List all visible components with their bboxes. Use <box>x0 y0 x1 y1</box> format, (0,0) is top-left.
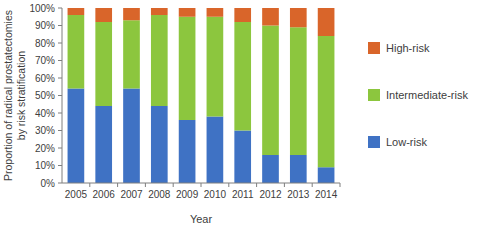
bar-segment <box>234 8 251 22</box>
y-tick <box>58 95 62 96</box>
bar-segment <box>179 120 196 183</box>
bar-segment <box>95 22 112 106</box>
x-tick <box>145 183 146 187</box>
y-tick <box>58 148 62 149</box>
y-axis-title-line: by risk stratification <box>15 51 27 140</box>
y-tick-label: 90% <box>35 20 55 31</box>
bar-segment <box>262 155 279 183</box>
y-tick-label: 30% <box>35 125 55 136</box>
y-tick-label: 50% <box>35 90 55 101</box>
y-axis-line <box>62 8 63 183</box>
y-tick <box>58 43 62 44</box>
bar-segment <box>290 27 307 155</box>
legend-label: Low-risk <box>386 136 427 148</box>
x-tick <box>312 183 313 187</box>
bar-segment <box>123 8 140 20</box>
y-tick <box>58 113 62 114</box>
bar-segment <box>123 89 140 184</box>
legend-swatch <box>368 136 380 148</box>
y-tick <box>58 165 62 166</box>
bar-segment <box>234 131 251 184</box>
y-tick-label: 100% <box>29 3 55 14</box>
bar-segment <box>151 106 168 183</box>
bar-segment <box>68 8 85 15</box>
legend-swatch <box>368 42 380 54</box>
legend-label: Intermediate-risk <box>386 89 468 101</box>
x-tick <box>89 183 90 187</box>
x-tick-label: 2008 <box>148 189 171 200</box>
x-axis: 2005 2006 2007 2008 2009 2010 2011 2012 2013 2014 <box>65 183 340 200</box>
y-tick-label: 70% <box>35 55 55 66</box>
x-tick-label: 2006 <box>93 189 116 200</box>
bar-segment <box>290 155 307 183</box>
bar-segment <box>207 8 224 17</box>
bar-segment <box>179 8 196 17</box>
bar-segment <box>234 22 251 131</box>
y-tick-label: 80% <box>35 38 55 49</box>
y-tick-label: 60% <box>35 73 55 84</box>
x-tick-label: 2005 <box>65 189 88 200</box>
y-tick <box>58 8 62 9</box>
y-tick <box>58 130 62 131</box>
x-tick <box>173 183 174 187</box>
bar-segment <box>179 17 196 120</box>
y-axis-title: Proportion of radical prostatectomiesby … <box>2 10 27 181</box>
x-tick-label: 2009 <box>176 189 199 200</box>
y-tick-label: 20% <box>35 143 55 154</box>
x-tick <box>201 183 202 187</box>
y-tick-label: 10% <box>35 160 55 171</box>
x-tick-label: 2013 <box>287 189 310 200</box>
bar-segment <box>262 8 279 26</box>
bar-segment <box>318 8 335 36</box>
chart-svg: 0%10%20%30%40%50%60%70%80%90%100%2005200… <box>0 0 500 240</box>
x-tick-label: 2010 <box>204 189 227 200</box>
bar-segment <box>68 15 85 89</box>
y-tick <box>58 183 62 184</box>
bar-segment <box>151 8 168 15</box>
x-tick <box>256 183 257 187</box>
x-tick-label: 2012 <box>259 189 282 200</box>
x-tick <box>228 183 229 187</box>
chart-container: 0%10%20%30%40%50%60%70%80%90%100%2005200… <box>0 0 500 240</box>
bar-segment <box>68 89 85 184</box>
legend-label: High-risk <box>386 42 430 54</box>
bar-segment <box>290 8 307 27</box>
x-tick-label: 2011 <box>232 189 254 200</box>
y-tick-label: 40% <box>35 108 55 119</box>
bar-segment <box>318 36 335 167</box>
bar-segment <box>123 20 140 88</box>
bar-segment <box>151 15 168 106</box>
legend-swatch <box>368 89 380 101</box>
x-tick <box>284 183 285 187</box>
y-tick <box>58 78 62 79</box>
y-axis-title-line: Proportion of radical prostatectomies <box>2 10 14 181</box>
bar-segment <box>95 8 112 22</box>
bar-segment <box>318 167 335 183</box>
x-axis-title: Year <box>190 213 213 225</box>
y-tick <box>58 60 62 61</box>
x-tick <box>117 183 118 187</box>
y-tick <box>58 25 62 26</box>
bar-segment <box>262 26 279 156</box>
legend: High-risk Intermediate-risk Low-risk <box>368 42 468 148</box>
y-axis: 0% 10% 20% 30% 40% 50% 60% 70% 80% 90% 100% <box>29 3 62 189</box>
bars <box>68 8 335 183</box>
x-tick <box>340 183 341 187</box>
bar-segment <box>207 17 224 117</box>
x-tick-label: 2007 <box>120 189 143 200</box>
y-tick-label: 0% <box>41 178 56 189</box>
bar-segment <box>95 106 112 183</box>
bar-segment <box>207 117 224 184</box>
x-tick-label: 2014 <box>315 189 338 200</box>
